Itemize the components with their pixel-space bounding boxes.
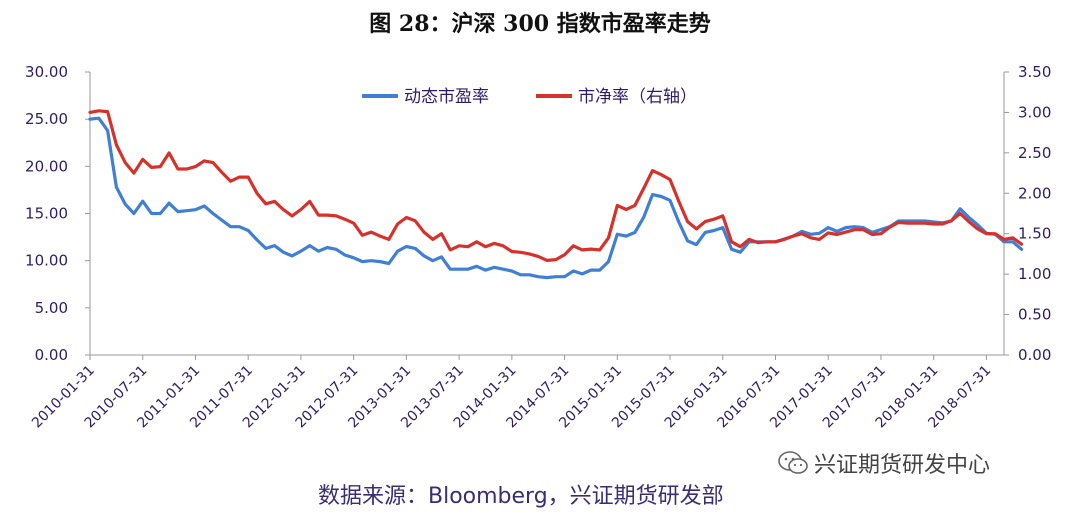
right-tick-label: 2.50 <box>1018 144 1051 162</box>
wechat-icon <box>778 451 808 474</box>
left-tick-label: 5.00 <box>35 299 68 317</box>
left-tick-label: 15.00 <box>25 205 68 223</box>
left-tick-label: 10.00 <box>25 252 68 270</box>
right-tick-label: 3.00 <box>1018 103 1051 121</box>
pe-series-line <box>88 116 1024 280</box>
left-tick-label: 20.00 <box>25 157 68 175</box>
source-note: 数据来源：Bloomberg，兴证期货研发部 <box>318 484 724 509</box>
right-tick-label: 3.50 <box>1018 63 1051 81</box>
chart-legend: 动态市盈率 市净率（右轴） <box>362 87 697 107</box>
watermark: 兴证期货研发中心 <box>778 448 990 478</box>
pb-series-line <box>88 109 1024 262</box>
right-tick-label: 2.00 <box>1018 184 1051 202</box>
left-tick-label: 0.00 <box>35 346 68 364</box>
legend-pb-label: 市净率（右轴） <box>578 87 697 107</box>
chart-axes: 0.00 5.00 10.00 15.00 20.00 25.00 30.00 0.00 0.5… <box>25 63 1051 431</box>
left-tick-label: 30.00 <box>25 63 68 81</box>
watermark-text: 兴证期货研发中心 <box>814 453 991 478</box>
chart-title: 图 28：沪深 300 指数市盈率走势 <box>369 11 711 37</box>
right-tick-label: 1.00 <box>1018 265 1051 283</box>
right-tick-label: 0.50 <box>1018 306 1051 324</box>
legend-pe-label: 动态市盈率 <box>404 87 489 107</box>
left-tick-label: 25.00 <box>25 110 68 128</box>
series-layer <box>88 109 1024 280</box>
right-tick-label: 1.50 <box>1018 225 1051 243</box>
right-tick-label: 0.00 <box>1018 346 1051 364</box>
